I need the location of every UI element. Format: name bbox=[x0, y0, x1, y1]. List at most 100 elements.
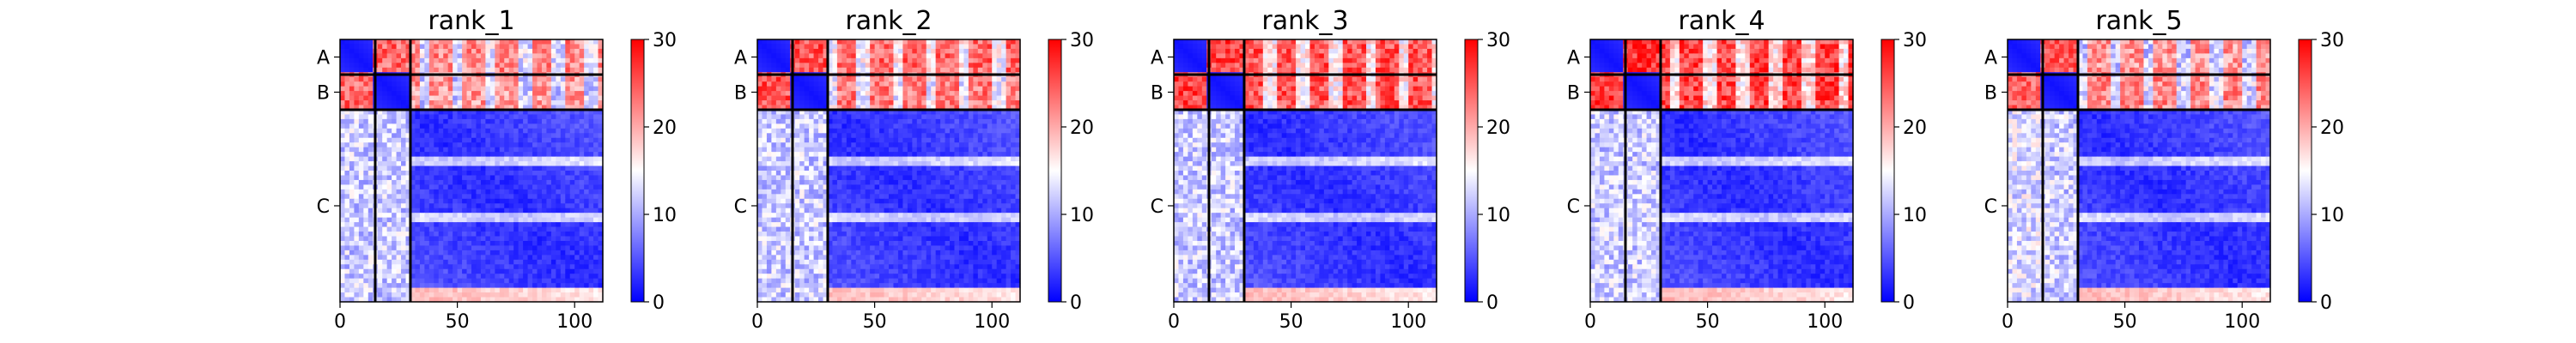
heatmap-cell bbox=[954, 171, 960, 177]
heatmap-cell bbox=[513, 240, 519, 247]
heatmap-cell bbox=[799, 91, 805, 97]
heatmap-cell bbox=[424, 194, 430, 200]
heatmap-cell bbox=[396, 226, 402, 232]
heatmap-cell bbox=[921, 171, 927, 177]
heatmap-cell bbox=[476, 76, 482, 82]
heatmap-cell bbox=[504, 142, 510, 148]
heatmap-cell bbox=[428, 236, 434, 242]
heatmap-cell bbox=[855, 53, 861, 59]
heatmap-cell bbox=[982, 63, 988, 69]
heatmap-cell bbox=[424, 255, 430, 261]
heatmap-cell bbox=[419, 226, 425, 232]
heatmap-cell bbox=[354, 194, 360, 200]
heatmap-cell bbox=[527, 236, 533, 242]
heatmap-cell bbox=[565, 255, 571, 261]
heatmap-cell bbox=[532, 86, 538, 92]
heatmap-cell bbox=[392, 297, 398, 303]
heatmap-cell bbox=[541, 203, 548, 209]
heatmap-cell bbox=[340, 137, 346, 143]
heatmap-cell bbox=[489, 283, 495, 289]
heatmap-cell bbox=[569, 105, 575, 111]
heatmap-cell bbox=[457, 171, 463, 177]
heatmap-cell bbox=[508, 245, 514, 251]
heatmap-cell bbox=[424, 213, 430, 219]
heatmap-cell bbox=[471, 250, 477, 256]
heatmap-cell bbox=[889, 86, 895, 92]
heatmap-cell bbox=[766, 39, 772, 45]
heatmap-cell bbox=[466, 198, 472, 204]
heatmap-cell bbox=[968, 53, 974, 59]
heatmap-cell bbox=[495, 91, 501, 97]
heatmap-cell bbox=[893, 114, 899, 120]
heatmap-cell bbox=[874, 175, 880, 181]
heatmap-cell bbox=[809, 171, 815, 177]
heatmap-cell bbox=[349, 57, 355, 63]
heatmap-cell bbox=[897, 105, 903, 111]
heatmap-cell bbox=[401, 175, 407, 181]
heatmap-cell bbox=[574, 95, 580, 101]
heatmap-cell bbox=[447, 259, 453, 265]
heatmap-cell bbox=[401, 255, 407, 261]
heatmap-cell bbox=[907, 86, 913, 92]
heatmap-cell bbox=[453, 232, 459, 238]
heatmap-cell bbox=[996, 44, 1002, 50]
heatmap-cell bbox=[781, 91, 787, 97]
heatmap-cell bbox=[537, 292, 543, 298]
heatmap-cell bbox=[579, 184, 585, 190]
heatmap-cell bbox=[982, 95, 988, 101]
heatmap-cell bbox=[527, 208, 533, 214]
heatmap-cell bbox=[916, 171, 922, 177]
heatmap-cell bbox=[447, 268, 453, 274]
heatmap-cell bbox=[382, 57, 388, 63]
heatmap-cell bbox=[471, 147, 477, 153]
heatmap-cell bbox=[428, 123, 434, 129]
heatmap-cell bbox=[926, 171, 932, 177]
heatmap-cell bbox=[541, 179, 548, 185]
heatmap-cell bbox=[556, 53, 562, 59]
heatmap-cell bbox=[846, 171, 852, 177]
heatmap-cell bbox=[434, 250, 440, 256]
heatmap-cell bbox=[382, 100, 388, 106]
heatmap-cell bbox=[860, 44, 866, 50]
heatmap-cell bbox=[902, 137, 908, 143]
heatmap-cell bbox=[419, 67, 425, 73]
heatmap-cell bbox=[809, 147, 815, 153]
heatmap-cell bbox=[363, 44, 369, 50]
heatmap-cell bbox=[781, 109, 787, 116]
heatmap-cell bbox=[358, 250, 364, 256]
heatmap-cell bbox=[935, 189, 941, 195]
heatmap-cell bbox=[453, 152, 459, 158]
heatmap-cell bbox=[987, 53, 993, 59]
heatmap-cell bbox=[386, 63, 392, 69]
heatmap-cell bbox=[537, 133, 543, 139]
heatmap-cell bbox=[386, 240, 392, 247]
heatmap-cell bbox=[855, 165, 861, 172]
heatmap-cell bbox=[804, 100, 810, 106]
heatmap-cell bbox=[1015, 161, 1021, 167]
heatmap-cell bbox=[462, 44, 468, 50]
heatmap-cell bbox=[480, 39, 486, 45]
heatmap-cell bbox=[931, 91, 937, 97]
heatmap-cell bbox=[1001, 128, 1007, 134]
heatmap-cell bbox=[405, 226, 411, 232]
heatmap-cell bbox=[438, 175, 444, 181]
heatmap-cell bbox=[954, 44, 960, 50]
heatmap-cell bbox=[874, 137, 880, 143]
heatmap-cell bbox=[471, 109, 477, 116]
heatmap-cell bbox=[424, 217, 430, 223]
heatmap-cell bbox=[504, 226, 510, 232]
heatmap-cell bbox=[954, 165, 960, 172]
heatmap-cell bbox=[799, 105, 805, 111]
heatmap-cell bbox=[424, 165, 430, 172]
heatmap-cell bbox=[453, 250, 459, 256]
heatmap-cell bbox=[392, 189, 398, 195]
heatmap-cell bbox=[827, 91, 834, 97]
heatmap-cell bbox=[405, 222, 411, 228]
heatmap-cell bbox=[453, 226, 459, 232]
heatmap-cell bbox=[912, 114, 918, 120]
heatmap-cell bbox=[574, 189, 580, 195]
heatmap-cell bbox=[457, 232, 463, 238]
heatmap-cell bbox=[377, 198, 383, 204]
heatmap-cell bbox=[836, 137, 842, 143]
heatmap-cell bbox=[476, 165, 482, 172]
